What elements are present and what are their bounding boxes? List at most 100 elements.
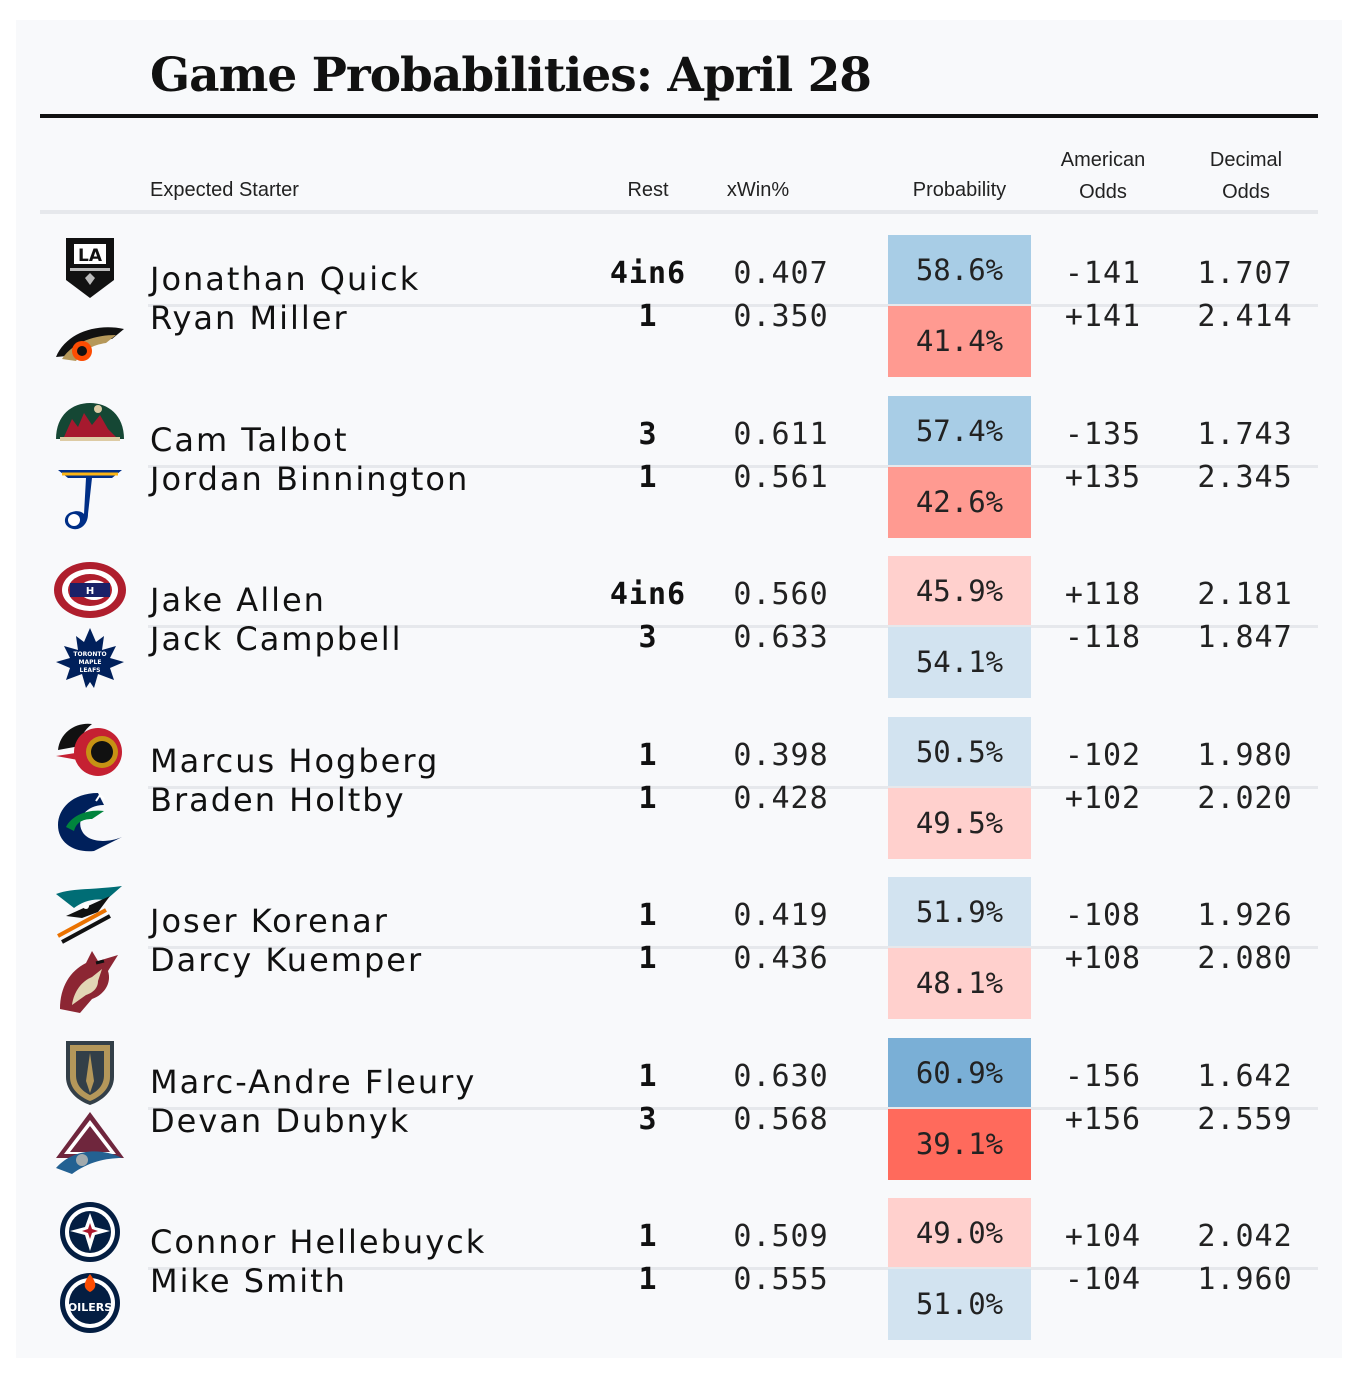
table-row: OILERS Mike Smith 1 0.555 51.0% -104 1.960 bbox=[0, 1262, 1360, 1340]
svg-text:H: H bbox=[86, 586, 94, 597]
header-decimal-line2: Odds bbox=[1222, 181, 1270, 203]
header-probability: Probability bbox=[912, 179, 1007, 201]
colorado-avalanche-logo-icon bbox=[52, 1108, 128, 1178]
xwin-value: 0.568 bbox=[733, 1102, 829, 1137]
header-american-line1: American bbox=[1060, 149, 1146, 171]
starter-name: Braden Holtby bbox=[150, 781, 406, 819]
table-row: Marcus Hogberg 1 0.398 50.5% -102 1.980 bbox=[0, 716, 1360, 788]
rest-value: 1 bbox=[638, 1262, 658, 1297]
american-odds-value: +156 bbox=[1064, 1102, 1142, 1137]
svg-text:MAPLE: MAPLE bbox=[79, 659, 102, 666]
montreal-canadiens-logo-icon: H bbox=[52, 555, 128, 625]
rest-value: 3 bbox=[638, 417, 658, 452]
ottawa-senators-logo-icon bbox=[52, 716, 128, 786]
decimal-odds-value: 2.345 bbox=[1197, 460, 1293, 495]
xwin-value: 0.561 bbox=[733, 460, 829, 495]
table-row: Ryan Miller 1 0.350 41.4% +141 2.414 bbox=[0, 299, 1360, 377]
table-row: Darcy Kuemper 1 0.436 48.1% +108 2.080 bbox=[0, 941, 1360, 1019]
matchup-divider bbox=[148, 786, 1318, 789]
probability-cell: 57.4% bbox=[888, 396, 1031, 467]
probability-cell: 49.0% bbox=[888, 1198, 1031, 1269]
decimal-odds-value: 2.414 bbox=[1197, 299, 1293, 334]
header-american-line2: Odds bbox=[1079, 181, 1127, 203]
starter-name: Jake Allen bbox=[150, 581, 326, 619]
vegas-golden-knights-logo-icon bbox=[52, 1037, 128, 1107]
starter-name: Jack Campbell bbox=[150, 620, 403, 658]
rest-value: 1 bbox=[638, 299, 658, 334]
xwin-value: 0.611 bbox=[733, 417, 829, 452]
rest-value: 1 bbox=[638, 738, 658, 773]
american-odds-value: -104 bbox=[1064, 1262, 1142, 1297]
starter-name: Marc-Andre Fleury bbox=[150, 1063, 477, 1101]
probability-cell: 42.6% bbox=[888, 467, 1031, 538]
rest-value: 1 bbox=[638, 1219, 658, 1254]
title-divider bbox=[40, 114, 1318, 118]
probability-cell: 51.9% bbox=[888, 877, 1031, 948]
header-xwin: xWin% bbox=[726, 179, 790, 201]
matchup-divider bbox=[148, 1107, 1318, 1110]
xwin-value: 0.560 bbox=[733, 577, 829, 612]
header-expected-starter: Expected Starter bbox=[150, 179, 299, 201]
decimal-odds-value: 2.559 bbox=[1197, 1102, 1293, 1137]
xwin-value: 0.509 bbox=[733, 1219, 829, 1254]
svg-text:OILERS: OILERS bbox=[68, 1301, 112, 1314]
probability-cell: 50.5% bbox=[888, 717, 1031, 788]
xwin-value: 0.419 bbox=[733, 898, 829, 933]
decimal-odds-value: 1.980 bbox=[1197, 738, 1293, 773]
starter-name: Darcy Kuemper bbox=[150, 941, 424, 979]
decimal-odds-value: 1.743 bbox=[1197, 417, 1293, 452]
rest-value: 3 bbox=[638, 620, 658, 655]
decimal-odds-value: 2.042 bbox=[1197, 1219, 1293, 1254]
xwin-value: 0.428 bbox=[733, 781, 829, 816]
starter-name: Jordan Binnington bbox=[150, 460, 470, 498]
xwin-value: 0.398 bbox=[733, 738, 829, 773]
decimal-odds-value: 1.926 bbox=[1197, 898, 1293, 933]
xwin-value: 0.633 bbox=[733, 620, 829, 655]
probability-cell: 49.5% bbox=[888, 788, 1031, 859]
starter-name: Connor Hellebuyck bbox=[150, 1223, 487, 1261]
decimal-odds-value: 1.642 bbox=[1197, 1059, 1293, 1094]
probability-cell: 51.0% bbox=[888, 1269, 1031, 1340]
table-row: Cam Talbot 3 0.611 57.4% -135 1.743 bbox=[0, 395, 1360, 467]
svg-text:TORONTO: TORONTO bbox=[73, 651, 106, 658]
decimal-odds-value: 2.020 bbox=[1197, 781, 1293, 816]
american-odds-value: +102 bbox=[1064, 781, 1142, 816]
starter-name: Jonathan Quick bbox=[150, 260, 421, 298]
xwin-value: 0.630 bbox=[733, 1059, 829, 1094]
matchup-divider bbox=[148, 304, 1318, 307]
starter-name: Mike Smith bbox=[150, 1262, 347, 1300]
probability-cell: 54.1% bbox=[888, 627, 1031, 698]
vancouver-canucks-logo-icon bbox=[52, 787, 128, 857]
starter-name: Ryan Miller bbox=[150, 299, 349, 337]
table-row: Joser Korenar 1 0.419 51.9% -108 1.926 bbox=[0, 876, 1360, 948]
american-odds-value: -102 bbox=[1064, 738, 1142, 773]
starter-name: Joser Korenar bbox=[150, 902, 389, 940]
table-row: Marc-Andre Fleury 1 0.630 60.9% -156 1.642 bbox=[0, 1037, 1360, 1109]
american-odds-value: +135 bbox=[1064, 460, 1142, 495]
edmonton-oilers-logo-icon: OILERS bbox=[52, 1268, 128, 1338]
rest-value: 1 bbox=[638, 1059, 658, 1094]
table-row: Jordan Binnington 1 0.561 42.6% +135 2.345 bbox=[0, 460, 1360, 538]
decimal-odds-value: 1.847 bbox=[1197, 620, 1293, 655]
table-row: Connor Hellebuyck 1 0.509 49.0% +104 2.042 bbox=[0, 1197, 1360, 1269]
rest-value: 1 bbox=[638, 941, 658, 976]
american-odds-value: +141 bbox=[1064, 299, 1142, 334]
american-odds-value: -108 bbox=[1064, 898, 1142, 933]
xwin-value: 0.407 bbox=[733, 256, 829, 291]
rest-value: 4in6 bbox=[609, 256, 687, 291]
american-odds-value: -156 bbox=[1064, 1059, 1142, 1094]
svg-text:LA: LA bbox=[78, 246, 103, 266]
decimal-odds-value: 2.080 bbox=[1197, 941, 1293, 976]
starter-name: Marcus Hogberg bbox=[150, 742, 440, 780]
matchup-divider bbox=[148, 946, 1318, 949]
arizona-coyotes-logo-icon bbox=[52, 947, 128, 1017]
probability-cell: 39.1% bbox=[888, 1109, 1031, 1180]
header-divider bbox=[40, 210, 1318, 214]
anaheim-ducks-logo-icon bbox=[52, 305, 128, 375]
probability-cell: 58.6% bbox=[888, 235, 1031, 306]
decimal-odds-value: 2.181 bbox=[1197, 577, 1293, 612]
header-decimal-odds: Decimal Odds bbox=[1186, 144, 1306, 208]
table-row: Devan Dubnyk 3 0.568 39.1% +156 2.559 bbox=[0, 1102, 1360, 1180]
matchup-divider bbox=[148, 465, 1318, 468]
xwin-value: 0.555 bbox=[733, 1262, 829, 1297]
